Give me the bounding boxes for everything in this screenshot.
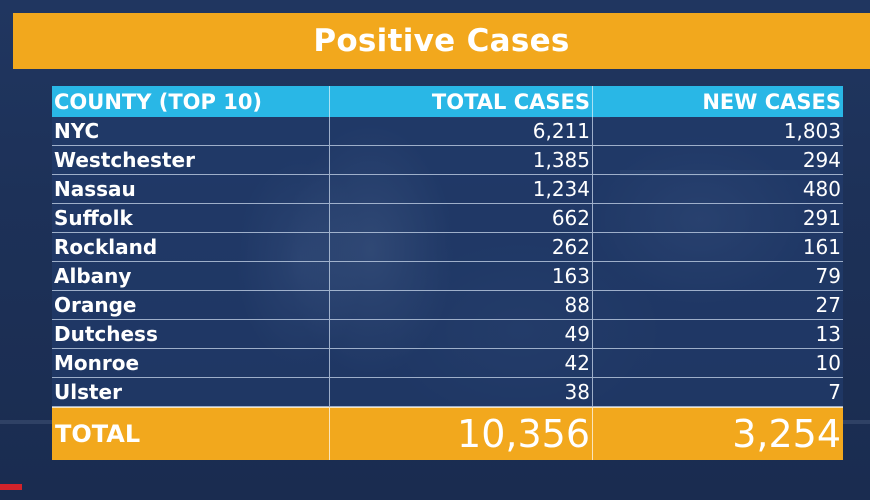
table-row: NYC 6,211 1,803 bbox=[52, 117, 843, 146]
total-cases: 42 bbox=[330, 349, 593, 377]
new-cases: 13 bbox=[815, 322, 841, 346]
cases-table: COUNTY (TOP 10) TOTAL CASES NEW CASES NY… bbox=[52, 86, 843, 460]
new-cases: 294 bbox=[802, 148, 841, 172]
county-name: Ulster bbox=[52, 378, 330, 406]
total-cases: 1,385 bbox=[330, 146, 593, 174]
county-name: Orange bbox=[52, 291, 330, 319]
total-cases: 1,234 bbox=[330, 175, 593, 203]
county-name: Suffolk bbox=[52, 204, 330, 232]
table-total-row: TOTAL 10,356 3,254 bbox=[52, 407, 843, 460]
new-cases: 291 bbox=[802, 206, 841, 230]
total-cases-sum: 10,356 bbox=[330, 408, 593, 460]
total-cases: 38 bbox=[330, 378, 593, 406]
total-cases: 662 bbox=[330, 204, 593, 232]
broadcast-marker bbox=[0, 484, 22, 490]
header-total-cases: TOTAL CASES bbox=[330, 86, 593, 117]
table-row: Albany 163 79 bbox=[52, 262, 843, 291]
total-cases: 49 bbox=[330, 320, 593, 348]
table-row: Westchester 1,385 294 bbox=[52, 146, 843, 175]
new-cases: 161 bbox=[802, 235, 841, 259]
total-label: TOTAL bbox=[52, 408, 330, 460]
new-cases: 480 bbox=[802, 177, 841, 201]
table-row: Nassau 1,234 480 bbox=[52, 175, 843, 204]
county-name: Rockland bbox=[52, 233, 330, 261]
table-row: Dutchess 49 13 bbox=[52, 320, 843, 349]
total-cases: 163 bbox=[330, 262, 593, 290]
new-cases: 7 bbox=[828, 380, 841, 404]
total-cases: 6,211 bbox=[330, 117, 593, 145]
table-row: Rockland 262 161 bbox=[52, 233, 843, 262]
county-name: Nassau bbox=[52, 175, 330, 203]
title-banner: Positive Cases bbox=[13, 13, 870, 69]
new-cases: 79 bbox=[815, 264, 841, 288]
table-row: Ulster 38 7 bbox=[52, 378, 843, 407]
total-cases: 88 bbox=[330, 291, 593, 319]
county-name: Monroe bbox=[52, 349, 330, 377]
county-name: Dutchess bbox=[52, 320, 330, 348]
table-row: Orange 88 27 bbox=[52, 291, 843, 320]
header-county: COUNTY (TOP 10) bbox=[52, 86, 330, 117]
table-row: Monroe 42 10 bbox=[52, 349, 843, 378]
total-cases: 262 bbox=[330, 233, 593, 261]
table-row: Suffolk 662 291 bbox=[52, 204, 843, 233]
new-cases: 27 bbox=[815, 293, 841, 317]
county-name: Albany bbox=[52, 262, 330, 290]
new-cases-sum: 3,254 bbox=[732, 412, 841, 456]
header-new-cases: NEW CASES bbox=[702, 89, 841, 114]
new-cases: 10 bbox=[815, 351, 841, 375]
table-header-row: COUNTY (TOP 10) TOTAL CASES NEW CASES bbox=[52, 86, 843, 117]
county-name: Westchester bbox=[52, 146, 330, 174]
banner-title: Positive Cases bbox=[313, 23, 570, 59]
county-name: NYC bbox=[52, 117, 330, 145]
new-cases: 1,803 bbox=[783, 119, 841, 143]
